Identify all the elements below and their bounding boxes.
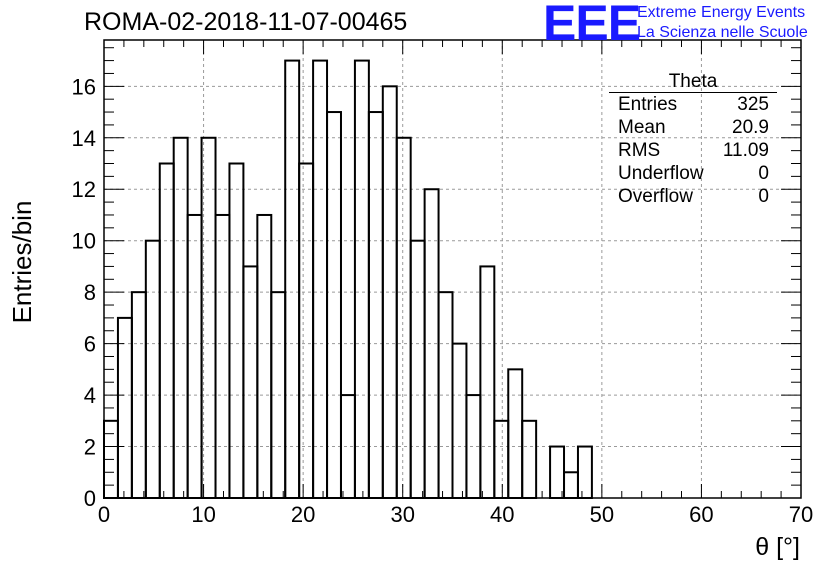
histogram-bin [479, 265, 496, 499]
y-tick-label: 2 [84, 435, 96, 460]
stats-value: 11.09 [722, 140, 769, 161]
histogram-bin [158, 162, 175, 499]
histogram-bin [395, 136, 412, 500]
x-tick-label: 0 [98, 502, 110, 527]
histogram-bin [563, 471, 579, 499]
stats-value: 0 [758, 186, 769, 207]
chart-title: ROMA-02-2018-11-07-00465 [84, 8, 408, 36]
stats-row-entries: Entries 325 [609, 93, 777, 116]
histogram-bin [493, 419, 510, 499]
y-tick-label: 4 [84, 383, 96, 408]
x-tick-label: 30 [390, 502, 414, 527]
eee-logo: EEE [543, 0, 641, 51]
stats-value: 0 [758, 163, 769, 184]
histogram-bin [242, 265, 259, 499]
stats-label: Overflow [618, 186, 693, 207]
histogram-bin [214, 213, 231, 500]
x-tick-label: 40 [490, 502, 514, 527]
stats-row-overflow: Overflow 0 [609, 185, 777, 208]
y-tick-label: 10 [72, 229, 96, 254]
stats-row-mean: Mean 20.9 [609, 116, 777, 139]
histogram-bin [576, 445, 593, 500]
x-tick-label: 70 [789, 502, 813, 527]
y-tick-label: 14 [72, 126, 96, 151]
histogram-bin [256, 213, 273, 500]
histogram-bin [298, 162, 315, 499]
y-tick-label: 8 [84, 280, 96, 305]
histogram-bin [521, 419, 538, 499]
histogram-bin [451, 342, 468, 499]
stats-box: Theta Entries 325 Mean 20.9 RMS 11.09 Un… [609, 71, 777, 208]
stats-label: Entries [618, 94, 678, 115]
logo-line-2: La Scienza nelle Scuole [637, 24, 808, 41]
x-tick-label: 20 [291, 502, 315, 527]
stats-label: Mean [618, 117, 666, 138]
histogram-bin [353, 59, 370, 500]
stats-row-underflow: Underflow 0 [609, 162, 777, 185]
plot-frame [103, 39, 802, 499]
y-tick-label: 12 [72, 177, 96, 202]
stats-label: RMS [618, 140, 661, 161]
histogram-bin [130, 291, 147, 500]
histogram-bin [186, 213, 203, 500]
histogram-bin [228, 162, 245, 499]
histogram-bin [507, 368, 524, 500]
histogram-bin [284, 59, 301, 500]
logo-line-1: Extreme Energy Events [637, 4, 806, 21]
histogram-bin [312, 59, 329, 500]
histogram-bin [172, 136, 189, 500]
y-tick-label: 6 [84, 332, 96, 357]
y-tick-label: 16 [72, 74, 96, 99]
x-tick-label: 60 [689, 502, 713, 527]
histogram-bin [144, 239, 161, 499]
histogram-bin [367, 111, 384, 499]
y-tick-label: 0 [84, 486, 96, 511]
stats-box-title: Theta [609, 71, 777, 93]
y-axis-label: Entries/bin [7, 200, 37, 324]
stats-row-rms: RMS 11.09 [609, 139, 777, 162]
stats-label: Underflow [618, 163, 704, 184]
x-axis-label: θ [°] [755, 533, 800, 561]
histogram-bin [549, 445, 566, 500]
histogram-bin [409, 239, 426, 499]
x-tick-label: 50 [590, 502, 614, 527]
stats-value: 20.9 [732, 117, 769, 138]
stats-value: 325 [737, 94, 769, 115]
histogram-bin [116, 316, 133, 499]
x-tick-label: 10 [191, 502, 215, 527]
histogram-bin [326, 111, 342, 499]
